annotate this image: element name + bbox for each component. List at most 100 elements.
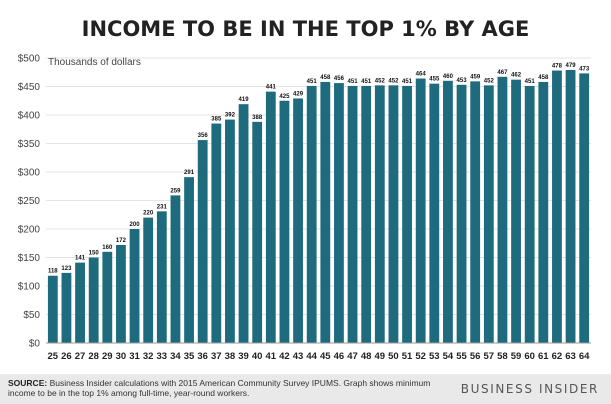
y-tick-label: $100	[18, 282, 41, 293]
data-label: 141	[75, 256, 86, 262]
x-tick-label: 58	[497, 351, 508, 362]
bar	[443, 80, 453, 344]
x-tick-label: 32	[143, 351, 154, 362]
x-tick-label: 50	[388, 351, 399, 362]
bar	[293, 98, 303, 343]
bar	[184, 177, 194, 343]
data-label: 419	[239, 97, 250, 103]
data-label: 455	[429, 77, 440, 83]
x-tick-label: 56	[470, 351, 481, 362]
bar	[265, 91, 276, 343]
data-label: 441	[266, 85, 277, 91]
data-label: 220	[143, 211, 154, 217]
data-label: 453	[457, 78, 468, 84]
x-tick-label: 48	[361, 351, 372, 362]
y-tick-label: $300	[18, 168, 41, 179]
y-tick-label: $0	[29, 339, 41, 350]
data-labels: 118 1231411501601722002202312592913563853…	[48, 63, 590, 275]
data-label: 451	[402, 79, 413, 85]
x-tick-label: 33	[157, 351, 168, 362]
y-tick-label: $150	[18, 253, 41, 264]
data-label: 473	[579, 66, 590, 72]
x-tick-label: 39	[238, 351, 249, 362]
x-tick-label: 61	[538, 351, 549, 362]
bar	[429, 83, 440, 344]
x-tick-label: 31	[129, 351, 140, 362]
data-label: 467	[497, 70, 508, 76]
data-label: 259	[170, 188, 181, 194]
y-tick-label: $500	[18, 54, 41, 65]
data-label: 429	[293, 91, 304, 97]
data-label: 460	[443, 74, 454, 80]
bar	[197, 140, 208, 343]
data-label: 459	[470, 74, 481, 80]
data-label: 478	[552, 64, 563, 70]
data-label: 451	[348, 79, 359, 85]
bar	[156, 211, 167, 343]
footer: SOURCE: Business Insider calculations wi…	[0, 374, 611, 404]
x-tick-label: 59	[511, 351, 522, 362]
x-tick-label: 51	[402, 351, 413, 362]
x-tick-label: 63	[565, 351, 576, 362]
data-label: 452	[484, 78, 495, 84]
data-label: 456	[334, 76, 345, 82]
x-tick-label: 42	[279, 351, 290, 362]
data-label: 291	[184, 170, 195, 176]
data-label: 464	[416, 72, 427, 78]
x-tick-label: 41	[266, 351, 277, 362]
data-label: 425	[279, 94, 290, 100]
data-label: 452	[388, 78, 399, 84]
bar	[170, 195, 181, 343]
data-label: 452	[375, 78, 386, 84]
bar	[320, 81, 331, 343]
data-label: 385	[211, 117, 222, 123]
data-label: 392	[225, 113, 236, 119]
bar	[347, 85, 358, 344]
x-tick-label: 34	[170, 351, 181, 362]
x-tick-label: 52	[415, 351, 426, 362]
bar	[511, 79, 521, 343]
bar	[75, 262, 85, 343]
x-tick-label: 25	[48, 351, 59, 362]
data-label: 172	[116, 238, 127, 244]
y-tick-label: $350	[18, 139, 41, 150]
bar	[579, 73, 590, 343]
x-tick-label: 60	[524, 351, 535, 362]
data-label: 451	[361, 79, 372, 85]
bar	[102, 251, 113, 343]
x-tick-label: 30	[116, 351, 127, 362]
x-tick-label: 26	[61, 351, 72, 362]
bars	[47, 69, 590, 344]
bar	[61, 272, 72, 343]
data-label: 462	[511, 73, 522, 79]
x-tick-label: 57	[484, 351, 495, 362]
bar	[116, 244, 126, 343]
data-label: 451	[307, 79, 318, 85]
x-tick-label: 47	[347, 351, 358, 362]
x-tick-label: 37	[211, 351, 222, 362]
y-tick-label: $400	[18, 111, 41, 122]
bar	[456, 84, 467, 343]
data-label: 231	[157, 204, 168, 210]
x-tick-label: 40	[252, 351, 263, 362]
x-tick-label: 36	[197, 351, 208, 362]
data-label: 479	[566, 63, 577, 69]
data-label: 150	[89, 251, 100, 257]
x-tick-label: 64	[579, 351, 590, 362]
x-tick-label: 45	[320, 351, 331, 362]
y-tick-label: $200	[18, 225, 41, 236]
x-tick-label: 54	[443, 351, 454, 362]
source-label: SOURCE:	[8, 378, 48, 388]
bar	[211, 123, 222, 343]
bar	[538, 81, 549, 343]
data-label: 458	[320, 75, 331, 81]
y-tick-label: $250	[18, 196, 41, 207]
bar	[143, 217, 154, 343]
bar	[524, 85, 535, 344]
data-label: 160	[102, 245, 113, 251]
x-tick-label: 53	[429, 351, 440, 362]
x-tick-label: 49	[375, 351, 386, 362]
grid-lines	[46, 57, 591, 315]
source-note: SOURCE: Business Insider calculations wi…	[8, 378, 448, 398]
x-tick-label: 43	[293, 351, 304, 362]
